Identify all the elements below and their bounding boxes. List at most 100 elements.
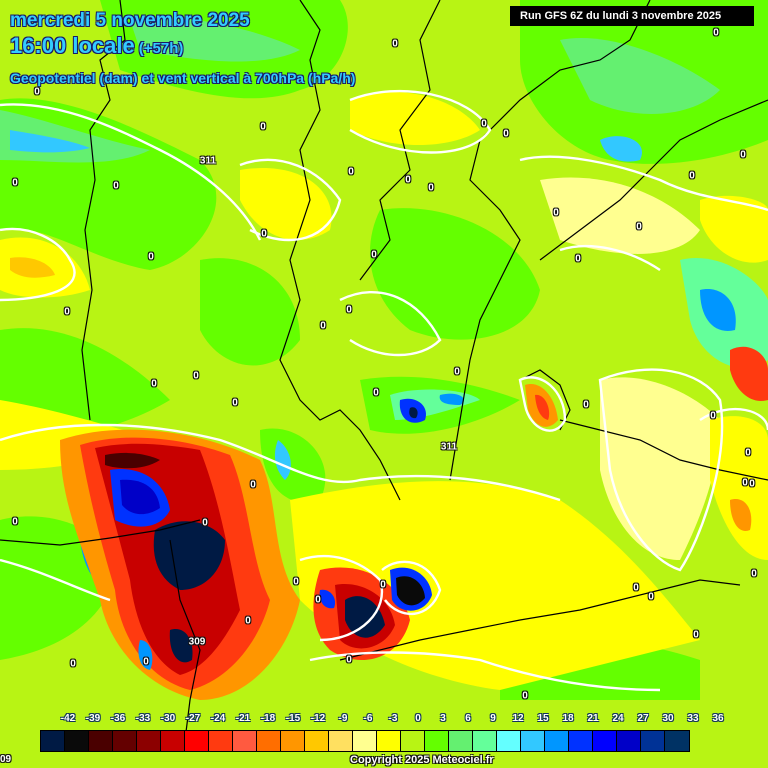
- colorbar-cell: [569, 731, 593, 751]
- contour-label: 0: [745, 447, 751, 459]
- colorbar-tick-label: -12: [310, 713, 326, 724]
- colorbar-cell: [209, 731, 233, 751]
- colorbar-tick-label: 15: [537, 713, 549, 724]
- contour-label: 0: [193, 370, 199, 382]
- colorbar-cell: [41, 731, 65, 751]
- colorbar-tick-label: -18: [260, 713, 276, 724]
- colorbar-cell: [353, 731, 377, 751]
- contour-label: 0: [648, 591, 654, 603]
- colorbar-tick-label: 18: [562, 713, 574, 724]
- colorbar-cell: [665, 731, 689, 751]
- contour-label: 0: [250, 479, 256, 491]
- copyright: Copyright 2025 Meteociel.fr: [350, 754, 494, 766]
- colorbar-cell: [113, 731, 137, 751]
- contour-label: 0: [348, 166, 354, 178]
- contour-label: 0: [575, 253, 581, 265]
- contour-label: 0: [260, 121, 266, 133]
- contour-label: 0: [148, 251, 154, 263]
- colorbar-tick-label: 12: [512, 713, 524, 724]
- contour-label: 0: [113, 180, 119, 192]
- colorbar-tick-label: 9: [490, 713, 496, 724]
- contour-label: 0: [689, 170, 695, 182]
- colorbar-tick-label: -42: [60, 713, 76, 724]
- forecast-date: mercredi 5 novembre 2025: [10, 10, 250, 31]
- colorbar-cell: [425, 731, 449, 751]
- colorbar-cell: [137, 731, 161, 751]
- colorbar-cell: [65, 731, 89, 751]
- colorbar-tick-label: 36: [712, 713, 724, 724]
- contour-label: 0: [693, 629, 699, 641]
- contour-label: 0: [12, 177, 18, 189]
- parameter-title: Geopotentiel (dam) et vent vertical à 70…: [10, 70, 356, 86]
- contour-label: 0: [740, 149, 746, 161]
- contour-label: 0: [232, 397, 238, 409]
- colorbar-tick-label: -30: [160, 713, 176, 724]
- colorbar-ticks: -42 -39 -36 -33 -30 -27 -24 -21 -18 -15 -12 -9 -6 -3 0…: [40, 713, 740, 727]
- contour-label: 0: [742, 477, 748, 489]
- colorbar-tick-label: 21: [587, 713, 599, 724]
- colorbar-tick-label: 27: [637, 713, 649, 724]
- colorbar-tick-label: -27: [185, 713, 201, 724]
- contour-label: 0: [346, 304, 352, 316]
- colorbar-tick-label: 6: [465, 713, 471, 724]
- colorbar-tick-label: -33: [135, 713, 151, 724]
- colorbar: [40, 730, 690, 752]
- colorbar-tick-label: 30: [662, 713, 674, 724]
- colorbar-cell: [641, 731, 665, 751]
- contour-label: 0: [346, 654, 352, 666]
- colorbar-cell: [521, 731, 545, 751]
- contour-label: 0: [320, 320, 326, 332]
- colorbar-cell: [89, 731, 113, 751]
- contour-label: 0: [636, 221, 642, 233]
- contour-label: 0: [143, 656, 149, 668]
- colorbar-tick-label: -39: [85, 713, 101, 724]
- colorbar-cell: [281, 731, 305, 751]
- contour-label: 0: [12, 516, 18, 528]
- colorbar-tick-label: -9: [338, 713, 348, 724]
- colorbar-tick-label: 24: [612, 713, 624, 724]
- contour-label: 0: [751, 568, 757, 580]
- colorbar-tick-label: 3: [440, 713, 446, 724]
- colorbar-cell: [305, 731, 329, 751]
- contour-label: 311: [440, 441, 458, 453]
- contour-label: 0: [202, 517, 208, 529]
- colorbar-cell: [449, 731, 473, 751]
- colorbar-tick-label: -3: [388, 713, 398, 724]
- contour-label: 0: [522, 690, 528, 702]
- colorbar-cell: [233, 731, 257, 751]
- contour-label: 311: [199, 155, 217, 167]
- contour-label: 0: [392, 38, 398, 50]
- colorbar-cell: [161, 731, 185, 751]
- colorbar-tick-label: 0: [415, 713, 421, 724]
- contour-label: 0: [481, 118, 487, 130]
- contour-label: 0: [749, 478, 755, 490]
- contour-label: 0: [70, 658, 76, 670]
- colorbar-tick-label: -6: [363, 713, 373, 724]
- contour-label: 0: [151, 378, 157, 390]
- colorbar-cell: [473, 731, 497, 751]
- contour-label: 0: [245, 615, 251, 627]
- colorbar-cell: [185, 731, 209, 751]
- forecast-time-label: 16:00 locale: [10, 33, 135, 58]
- colorbar-cell: [257, 731, 281, 751]
- colorbar-cell: [497, 731, 521, 751]
- contour-label: 0: [64, 306, 70, 318]
- contour-label: 0: [261, 228, 267, 240]
- contour-label: 0: [373, 387, 379, 399]
- colorbar-cell: [329, 731, 353, 751]
- contour-label: 0: [380, 579, 386, 591]
- contour-label: 0: [405, 174, 411, 186]
- run-info-box: Run GFS 6Z du lundi 3 novembre 2025: [510, 6, 754, 26]
- contour-label: 0: [454, 366, 460, 378]
- colorbar-cell: [377, 731, 401, 751]
- contour-label: 0: [553, 207, 559, 219]
- contour-label: 0: [315, 594, 321, 606]
- colorbar-tick-label: 33: [687, 713, 699, 724]
- colorbar-cell: [593, 731, 617, 751]
- contour-label: 0: [371, 249, 377, 261]
- contour-label: 0: [710, 410, 716, 422]
- corner-label: 09: [0, 754, 12, 765]
- contour-label: 0: [428, 182, 434, 194]
